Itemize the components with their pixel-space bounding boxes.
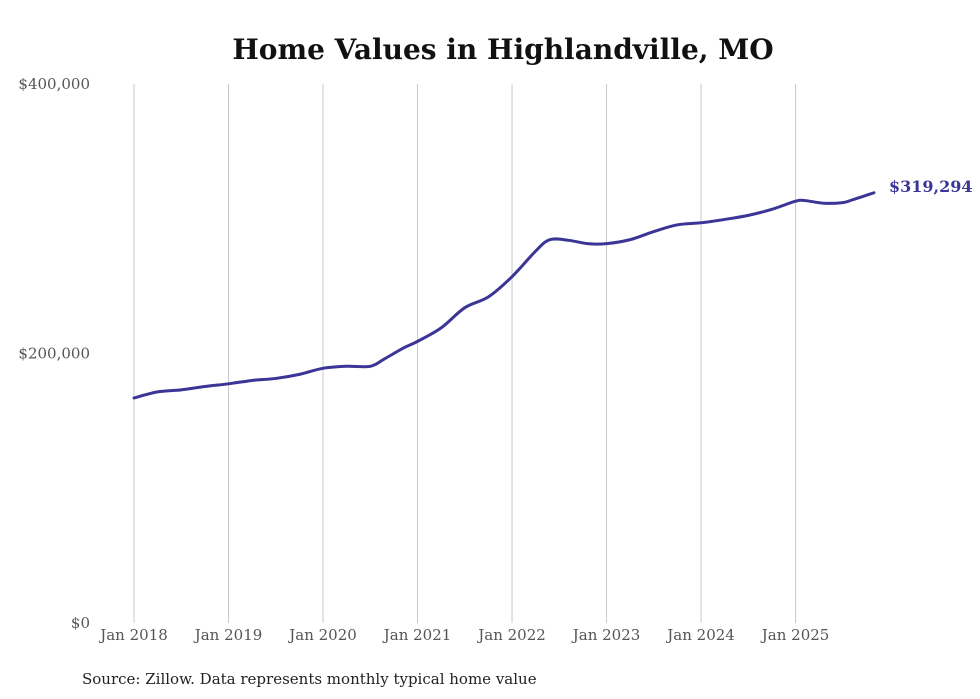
series-line <box>132 191 876 400</box>
x-tick-label: Jan 2024 <box>665 626 735 644</box>
y-tick-label: $0 <box>71 614 90 632</box>
x-tick-label: Jan 2022 <box>476 626 546 644</box>
series-layer <box>132 191 876 400</box>
gridlines <box>133 84 797 623</box>
x-tick-label: Jan 2025 <box>760 626 830 644</box>
y-tick-label: $200,000 <box>18 345 90 363</box>
source-note: Source: Zillow. Data represents monthly … <box>82 670 537 688</box>
x-axis-ticks: Jan 2018 Jan 2019 Jan 2020 Jan 2021 Jan 2022… <box>98 626 829 644</box>
chart-title: Home Values in Highlandville, MO <box>232 33 773 66</box>
x-tick-label: Jan 2019 <box>193 626 263 644</box>
y-tick-label: $400,000 <box>18 75 90 93</box>
x-tick-label: Jan 2023 <box>571 626 641 644</box>
x-tick-label: Jan 2021 <box>382 626 452 644</box>
x-tick-label: Jan 2018 <box>98 626 168 644</box>
end-value-label: $319,294 <box>889 177 973 196</box>
y-axis-ticks: $0 $200,000 $400,000 <box>18 75 90 632</box>
x-tick-label: Jan 2020 <box>287 626 357 644</box>
